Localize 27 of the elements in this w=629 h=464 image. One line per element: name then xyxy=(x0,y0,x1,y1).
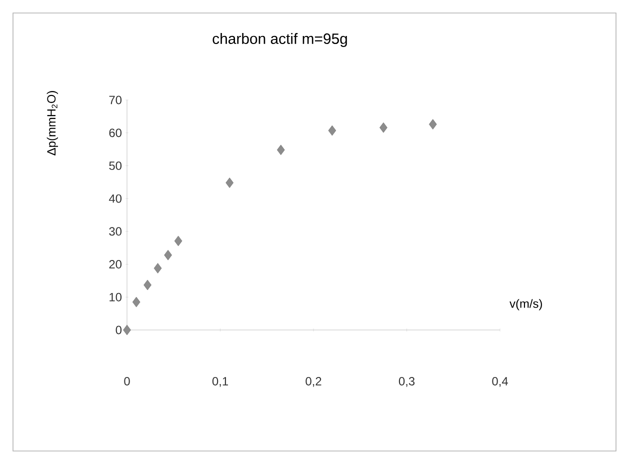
y-axis-title: Δp(mmH$_{2}$O) xyxy=(46,91,58,156)
x-axis-title: v(m/s) xyxy=(510,299,542,310)
y-tick-label: 60 xyxy=(109,128,122,138)
point xyxy=(276,144,285,156)
point xyxy=(144,280,152,290)
x-tick-label: 0,2 xyxy=(306,377,322,387)
y-tick-label: 70 xyxy=(109,96,122,104)
point xyxy=(428,119,437,130)
y-tick-label: 50 xyxy=(109,161,122,170)
x-tick-label: 0 xyxy=(124,377,130,386)
point xyxy=(164,250,172,260)
point xyxy=(174,236,182,246)
chart-title: charbon actif m=95g xyxy=(212,33,347,47)
y-tick-label: 40 xyxy=(108,194,122,203)
y-tick-label: 10 xyxy=(110,292,122,302)
x-tick-label: 0,4 xyxy=(492,377,508,387)
point xyxy=(123,324,131,336)
x-tick-label: 0,1 xyxy=(212,377,228,387)
point xyxy=(154,263,162,274)
x-tick-label: 0,3 xyxy=(398,377,415,387)
y-tick-label: 30 xyxy=(109,227,122,236)
y-tick-label: 0 xyxy=(116,326,122,334)
y-tick-label: 20 xyxy=(109,260,122,268)
point xyxy=(132,296,140,308)
point xyxy=(226,178,234,188)
point xyxy=(380,122,388,133)
point xyxy=(328,125,336,136)
